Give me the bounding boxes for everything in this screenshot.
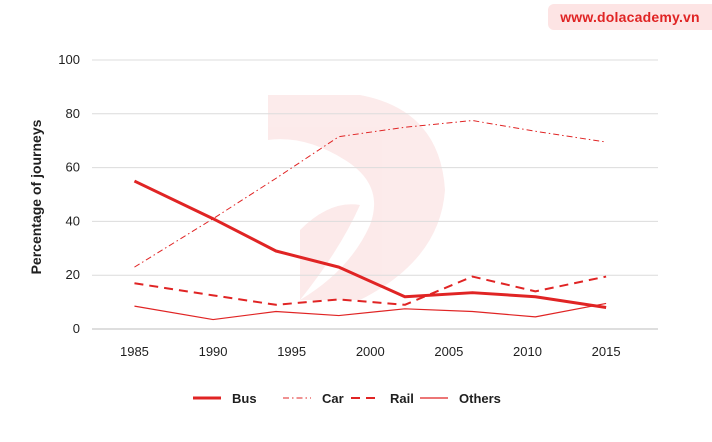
legend: Bus Car Rail Others bbox=[193, 391, 501, 406]
y-tick-label: 40 bbox=[66, 213, 80, 228]
watermark-url[interactable]: www.dolacademy.vn bbox=[560, 9, 700, 25]
y-axis-ticks: 0 20 40 60 80 100 bbox=[58, 52, 80, 336]
legend-label-others: Others bbox=[459, 391, 501, 406]
y-axis-label: Percentage of journeys bbox=[28, 119, 44, 274]
y-tick-label: 60 bbox=[66, 160, 80, 175]
y-tick-label: 20 bbox=[66, 267, 80, 282]
series-line-bus bbox=[133, 179, 607, 309]
x-tick-label: 2005 bbox=[434, 344, 463, 359]
x-tick-label: 2000 bbox=[356, 344, 385, 359]
legend-label-rail: Rail bbox=[390, 391, 414, 406]
watermark-badge bbox=[548, 4, 712, 30]
x-tick-label: 1995 bbox=[277, 344, 306, 359]
y-tick-label: 100 bbox=[58, 52, 80, 67]
legend-label-bus: Bus bbox=[232, 391, 257, 406]
y-tick-label: 80 bbox=[66, 106, 80, 121]
series-line-others bbox=[134, 302, 607, 321]
legend-label-car: Car bbox=[322, 391, 344, 406]
gridlines bbox=[92, 59, 658, 330]
x-tick-label: 1985 bbox=[120, 344, 149, 359]
x-tick-label: 1990 bbox=[199, 344, 228, 359]
series-line-rail bbox=[134, 275, 607, 306]
y-tick-label: 0 bbox=[73, 321, 80, 336]
x-axis-ticks: 1985 1990 1995 2000 2005 2010 2015 bbox=[120, 344, 621, 359]
series-line-car bbox=[134, 120, 607, 268]
x-tick-label: 2015 bbox=[592, 344, 621, 359]
series-lines bbox=[133, 120, 607, 321]
x-tick-label: 2010 bbox=[513, 344, 542, 359]
logo-watermark bbox=[268, 95, 445, 300]
